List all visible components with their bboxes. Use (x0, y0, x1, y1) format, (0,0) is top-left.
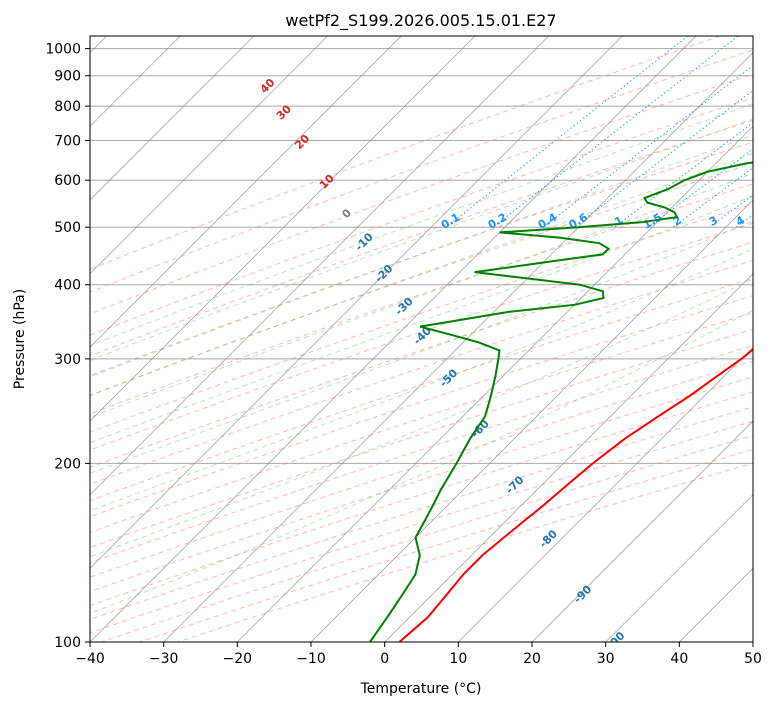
dry-adiabat-line (90, 241, 753, 468)
x-axis-label: Temperature (°C) (360, 681, 482, 697)
y-axis-label: Pressure (hPa) (12, 289, 28, 389)
isotherm-line (458, 346, 753, 642)
isotherm-line (605, 494, 753, 642)
y-tick-label: 400 (54, 278, 81, 294)
dry-adiabat-line (90, 36, 721, 270)
isotherm-line (90, 36, 255, 201)
y-tick-label: 500 (54, 220, 81, 236)
profile-series (369, 161, 753, 642)
dry-adiabat-line (90, 162, 753, 396)
isotherm-line (90, 36, 549, 496)
temperature-line (398, 348, 753, 642)
mixing-ratio-line (672, 167, 753, 228)
moist-adiabat-line (90, 278, 753, 558)
dry-adiabat-line (90, 344, 753, 564)
y-tick-label: 100 (54, 635, 81, 651)
dewpoint-line (369, 161, 753, 642)
y-tick-label: 300 (54, 352, 81, 368)
isobar-lines (90, 48, 753, 642)
x-tick-label: −30 (149, 651, 179, 667)
x-tick-label: 50 (744, 651, 762, 667)
isotherm-line (531, 420, 753, 642)
dry-adiabat-line (90, 391, 753, 607)
isotherm-line (384, 273, 753, 642)
moist-adiabat-lines (90, 103, 753, 614)
mixing-ratio-lines (446, 36, 753, 228)
dry-adiabat-lines (90, 36, 753, 642)
mixing-ratio-line (573, 89, 753, 228)
y-tick-label: 800 (54, 99, 81, 115)
y-tick-label: 900 (54, 69, 81, 85)
x-tick-label: 20 (523, 651, 541, 667)
moist-adiabat-line (90, 309, 753, 614)
y-tick-label: 200 (54, 456, 81, 472)
isotherm-line (90, 36, 476, 422)
plot-frame (89, 35, 754, 643)
isotherm-line (90, 36, 402, 348)
x-tick-label: −40 (75, 651, 105, 667)
x-axis-ticks: −40 −30 −20 −10 0 10 20 30 40 50 (75, 642, 762, 667)
dry-adiabat-line (90, 203, 753, 433)
isotherm-line (90, 36, 697, 642)
x-tick-label: 0 (380, 651, 389, 667)
isotherm-line (90, 36, 623, 569)
dry-adiabat-line (90, 295, 753, 518)
x-tick-label: 40 (670, 651, 688, 667)
moist-adiabat-line (90, 195, 753, 444)
moist-adiabat-line (90, 152, 753, 397)
y-tick-label: 700 (54, 133, 81, 149)
dry-adiabat-line (90, 141, 753, 377)
isotherm-line (90, 36, 328, 275)
y-axis-ticks: 100 200 300 400 500 600 700 800 900 1000 (45, 42, 90, 651)
moist-adiabat-line (90, 220, 753, 474)
mixing-ratio-line (492, 36, 739, 228)
dry-adiabat-line (90, 73, 753, 315)
y-tick-label: 1000 (45, 42, 81, 58)
moist-adiabat-line (90, 118, 753, 362)
x-tick-label: −20 (223, 651, 253, 667)
isotherm-line (237, 125, 753, 642)
isotherm-lines (90, 36, 753, 642)
x-tick-label: 10 (449, 651, 467, 667)
y-tick-label: 600 (54, 173, 81, 189)
dry-adiabat-line (90, 49, 753, 293)
dry-adiabat-line (90, 259, 753, 485)
mixing-ratio-line (542, 64, 753, 228)
chart-title: wetPf2_S199.2026.005.15.01.E27 (285, 11, 556, 31)
x-tick-label: −10 (296, 651, 326, 667)
x-tick-label: 30 (597, 651, 615, 667)
